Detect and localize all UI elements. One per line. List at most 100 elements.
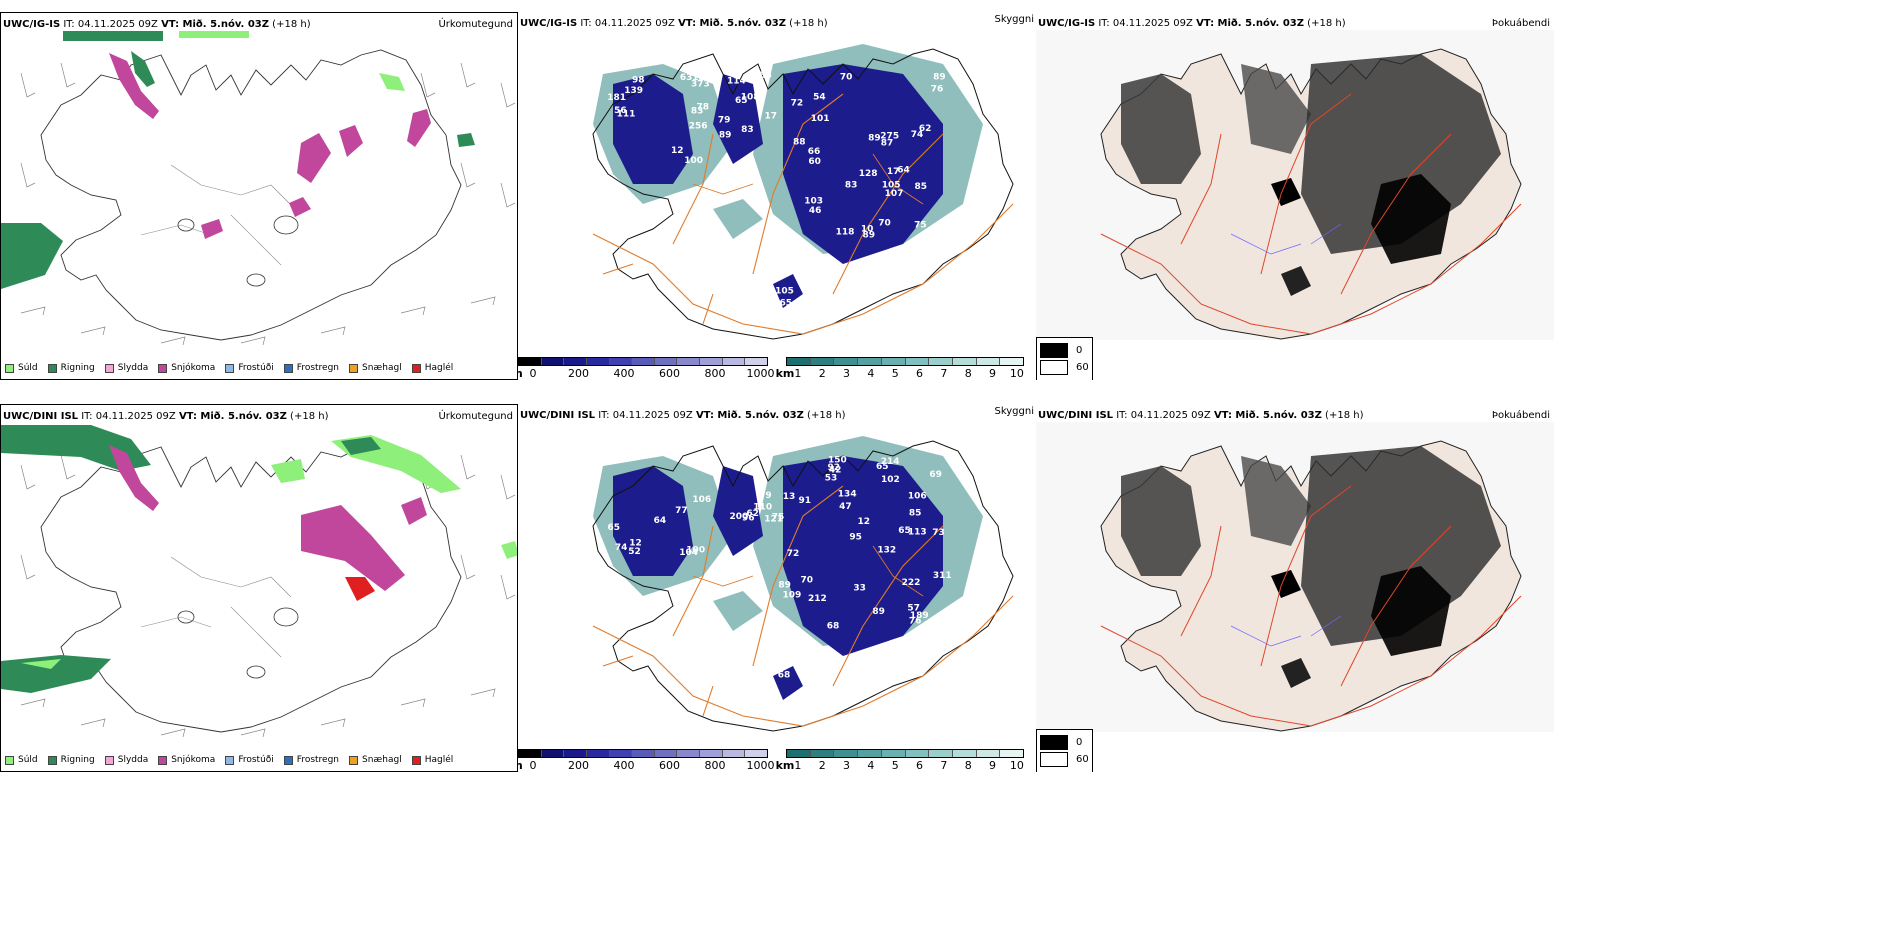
ceiling-value-label: 73 xyxy=(932,528,945,538)
ceiling-value-label: 118 xyxy=(836,228,855,238)
panel-title: UWC/IG-IS IT: 04.11.2025 09Z VT: Mið. 5.… xyxy=(520,18,828,29)
precip-legend-item: Snjókoma xyxy=(158,363,215,373)
legend-swatch xyxy=(225,755,235,765)
ceiling-value-label: 53 xyxy=(825,473,838,483)
visibility-unit: km xyxy=(775,367,795,380)
colorbar-tick-label: 5 xyxy=(891,759,899,772)
ceiling-value-label: 111 xyxy=(617,109,636,119)
precip-legend-item: Rigning xyxy=(47,363,95,373)
colorbar-segment xyxy=(858,750,882,757)
ceiling-value-label: 92 xyxy=(828,463,841,473)
ceiling-value-label: 57 xyxy=(730,67,743,77)
legend-swatch xyxy=(411,363,421,373)
colorbar-tick-label: 400 xyxy=(613,367,635,380)
colorbar-segment xyxy=(881,358,906,365)
ceiling-value-label: 121 xyxy=(764,515,783,525)
precip-legend-item: Frostregn xyxy=(283,755,340,765)
ceiling-value-label: 12 xyxy=(671,146,684,156)
colorbar-tick-label: 2 xyxy=(818,367,826,380)
ceiling-value-label: 109 xyxy=(783,591,802,601)
ceiling-value-label: 150 xyxy=(828,455,847,465)
colorbar-segment xyxy=(787,358,811,365)
fog-legend-label: 60 xyxy=(1076,362,1089,373)
fog-panel-r2: UWC/DINI ISL IT: 04.11.2025 09Z VT: Mið.… xyxy=(1036,404,1554,772)
colorbar-segment xyxy=(834,358,859,365)
ceiling-value-label: 85 xyxy=(915,182,928,192)
legend-label: Slydda xyxy=(117,755,149,765)
precip-legend-item: Slydda xyxy=(104,755,149,765)
colorbar-segment xyxy=(834,750,859,757)
ceiling-value-label: 17 xyxy=(887,167,900,177)
legend-label: Slydda xyxy=(117,363,149,373)
colorbar-segment xyxy=(541,358,565,365)
ceiling-value-label: 63 xyxy=(680,73,693,83)
panel-name: Úrkomutegund xyxy=(438,19,513,30)
fog-legend-item: 0 xyxy=(1040,735,1089,750)
legend-swatch xyxy=(283,363,293,373)
lead-time: (+18 h) xyxy=(1307,18,1346,29)
ceiling-value-label: 106 xyxy=(908,492,927,502)
ceiling-value-label: 66 xyxy=(808,147,821,157)
ceiling-value-label: 83 xyxy=(845,181,858,191)
panel-name: Skyggni xyxy=(994,14,1034,25)
valid-time: VT: Mið. 5.nóv. 03Z xyxy=(695,410,804,421)
colorbar-tick-label: 8 xyxy=(964,759,972,772)
panel-title: UWC/DINI ISL IT: 04.11.2025 09Z VT: Mið.… xyxy=(1038,410,1363,421)
ceiling-value-label: 12 xyxy=(629,539,642,549)
ceiling-value-label: 74 xyxy=(615,543,628,553)
panel-title: UWC/DINI ISL IT: 04.11.2025 09Z VT: Mið.… xyxy=(3,411,328,422)
colorbar-segment xyxy=(1000,358,1024,365)
ceiling-value-label: 88 xyxy=(793,138,806,148)
legend-swatch xyxy=(158,755,168,765)
legend-swatch xyxy=(349,363,359,373)
ceiling-value-label: 128 xyxy=(859,169,878,179)
colorbar-segment xyxy=(952,358,977,365)
ceiling-value-label: 68 xyxy=(827,622,840,632)
fog-index-map xyxy=(1036,422,1554,732)
ceiling-value-label: 139 xyxy=(624,86,643,96)
colorbar-segment xyxy=(858,358,882,365)
lead-time: (+18 h) xyxy=(290,411,329,422)
precip-map xyxy=(1,31,516,346)
fog-legend-swatch xyxy=(1040,360,1068,375)
ceiling-value-label: 72 xyxy=(787,549,800,559)
ceiling-value-label: 64 xyxy=(654,516,667,526)
ceiling-value-label: 275 xyxy=(880,132,899,142)
colorbar-segment xyxy=(519,358,542,365)
fog-legend-item: 60 xyxy=(1040,752,1089,767)
colorbar-tick-label: 600 xyxy=(659,759,680,772)
valid-time: VT: Mið. 5.nóv. 03Z xyxy=(161,19,269,30)
colorbar-segment xyxy=(586,358,610,365)
colorbar-segment xyxy=(700,750,723,757)
colorbar-segment xyxy=(929,358,953,365)
colorbar-segment xyxy=(745,358,768,365)
ceiling-value-label: 89 xyxy=(719,131,732,141)
fog-legend-label: 0 xyxy=(1076,737,1083,748)
ceiling-value-label: 10 xyxy=(861,225,874,235)
legend-label: Súld xyxy=(18,755,38,765)
colorbar-segment xyxy=(654,750,678,757)
colorbar-tick-label: 9 xyxy=(989,367,997,380)
ceiling-value-label: 75 xyxy=(772,513,785,523)
valid-time: VT: Mið. 5.nóv. 03Z xyxy=(178,411,287,422)
ceiling-value-label: 96 xyxy=(742,513,755,523)
ceiling-value-label: 70 xyxy=(878,218,891,228)
init-time: IT: 04.11.2025 09Z xyxy=(1098,18,1193,29)
ceiling-value-label: 101 xyxy=(811,114,830,124)
legend-label: Frostregn xyxy=(296,755,340,765)
ceiling-value-label: 75 xyxy=(914,221,927,231)
panel-title: UWC/IG-IS IT: 04.11.2025 09Z VT: Mið. 5.… xyxy=(1038,18,1346,29)
fog-threshold-legend: 0 60 xyxy=(1036,337,1093,380)
ceiling-value-label: 110 xyxy=(753,502,772,512)
legend-swatch xyxy=(104,363,114,373)
ceiling-value-label: 107 xyxy=(885,189,904,199)
legend-swatch xyxy=(47,755,57,765)
precip-type-panel-r1: UWC/IG-IS IT: 04.11.2025 09Z VT: Mið. 5.… xyxy=(0,12,518,380)
colorbar-segment xyxy=(586,750,610,757)
colorbar-tick-label: 0 xyxy=(529,759,537,772)
init-time: IT: 04.11.2025 09Z xyxy=(598,410,693,421)
legend-label: Súld xyxy=(18,363,38,373)
init-time: IT: 04.11.2025 09Z xyxy=(81,411,176,422)
lead-time: (+18 h) xyxy=(789,18,828,29)
